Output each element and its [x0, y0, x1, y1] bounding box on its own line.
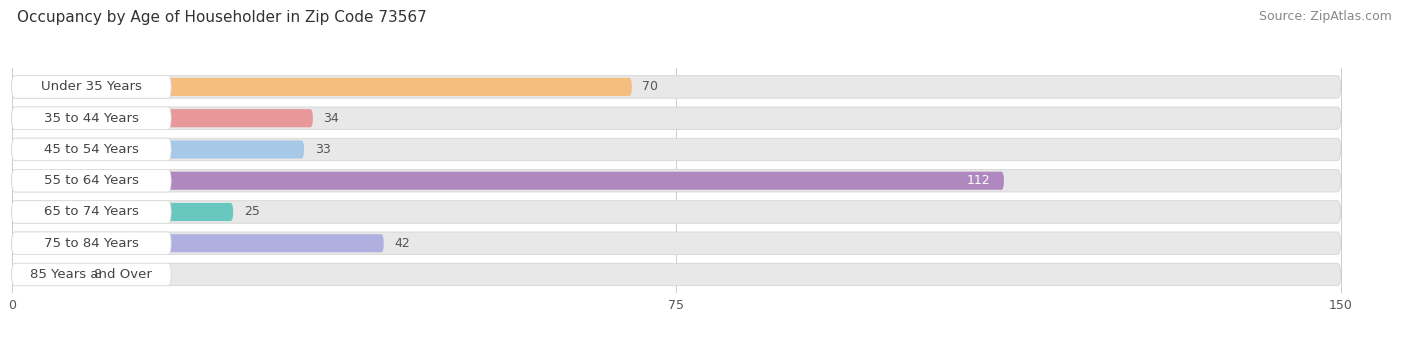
- FancyBboxPatch shape: [11, 76, 172, 98]
- Text: 70: 70: [643, 80, 658, 93]
- FancyBboxPatch shape: [11, 76, 1340, 98]
- Text: 45 to 54 Years: 45 to 54 Years: [44, 143, 139, 156]
- FancyBboxPatch shape: [11, 232, 1340, 254]
- Text: 85 Years and Over: 85 Years and Over: [31, 268, 152, 281]
- FancyBboxPatch shape: [11, 263, 172, 286]
- FancyBboxPatch shape: [11, 169, 172, 192]
- FancyBboxPatch shape: [11, 234, 384, 252]
- FancyBboxPatch shape: [11, 107, 172, 130]
- Text: Source: ZipAtlas.com: Source: ZipAtlas.com: [1258, 10, 1392, 23]
- Text: 34: 34: [323, 112, 339, 125]
- Text: 42: 42: [395, 237, 411, 250]
- Text: 75 to 84 Years: 75 to 84 Years: [44, 237, 139, 250]
- FancyBboxPatch shape: [11, 203, 233, 221]
- FancyBboxPatch shape: [11, 78, 631, 96]
- FancyBboxPatch shape: [11, 140, 304, 159]
- FancyBboxPatch shape: [11, 138, 172, 161]
- FancyBboxPatch shape: [11, 107, 1340, 130]
- FancyBboxPatch shape: [11, 169, 1340, 192]
- Text: 33: 33: [315, 143, 330, 156]
- FancyBboxPatch shape: [11, 109, 314, 127]
- Text: 25: 25: [243, 206, 260, 219]
- FancyBboxPatch shape: [11, 201, 1340, 223]
- FancyBboxPatch shape: [11, 263, 1340, 286]
- FancyBboxPatch shape: [11, 201, 172, 223]
- Text: Under 35 Years: Under 35 Years: [41, 80, 142, 93]
- FancyBboxPatch shape: [11, 138, 1340, 161]
- Text: Occupancy by Age of Householder in Zip Code 73567: Occupancy by Age of Householder in Zip C…: [17, 10, 426, 25]
- Text: 65 to 74 Years: 65 to 74 Years: [44, 206, 139, 219]
- Text: 55 to 64 Years: 55 to 64 Years: [44, 174, 139, 187]
- FancyBboxPatch shape: [11, 232, 172, 254]
- FancyBboxPatch shape: [11, 172, 1004, 190]
- Text: 112: 112: [967, 174, 991, 187]
- Text: 8: 8: [93, 268, 101, 281]
- Text: 35 to 44 Years: 35 to 44 Years: [44, 112, 139, 125]
- FancyBboxPatch shape: [11, 265, 83, 284]
